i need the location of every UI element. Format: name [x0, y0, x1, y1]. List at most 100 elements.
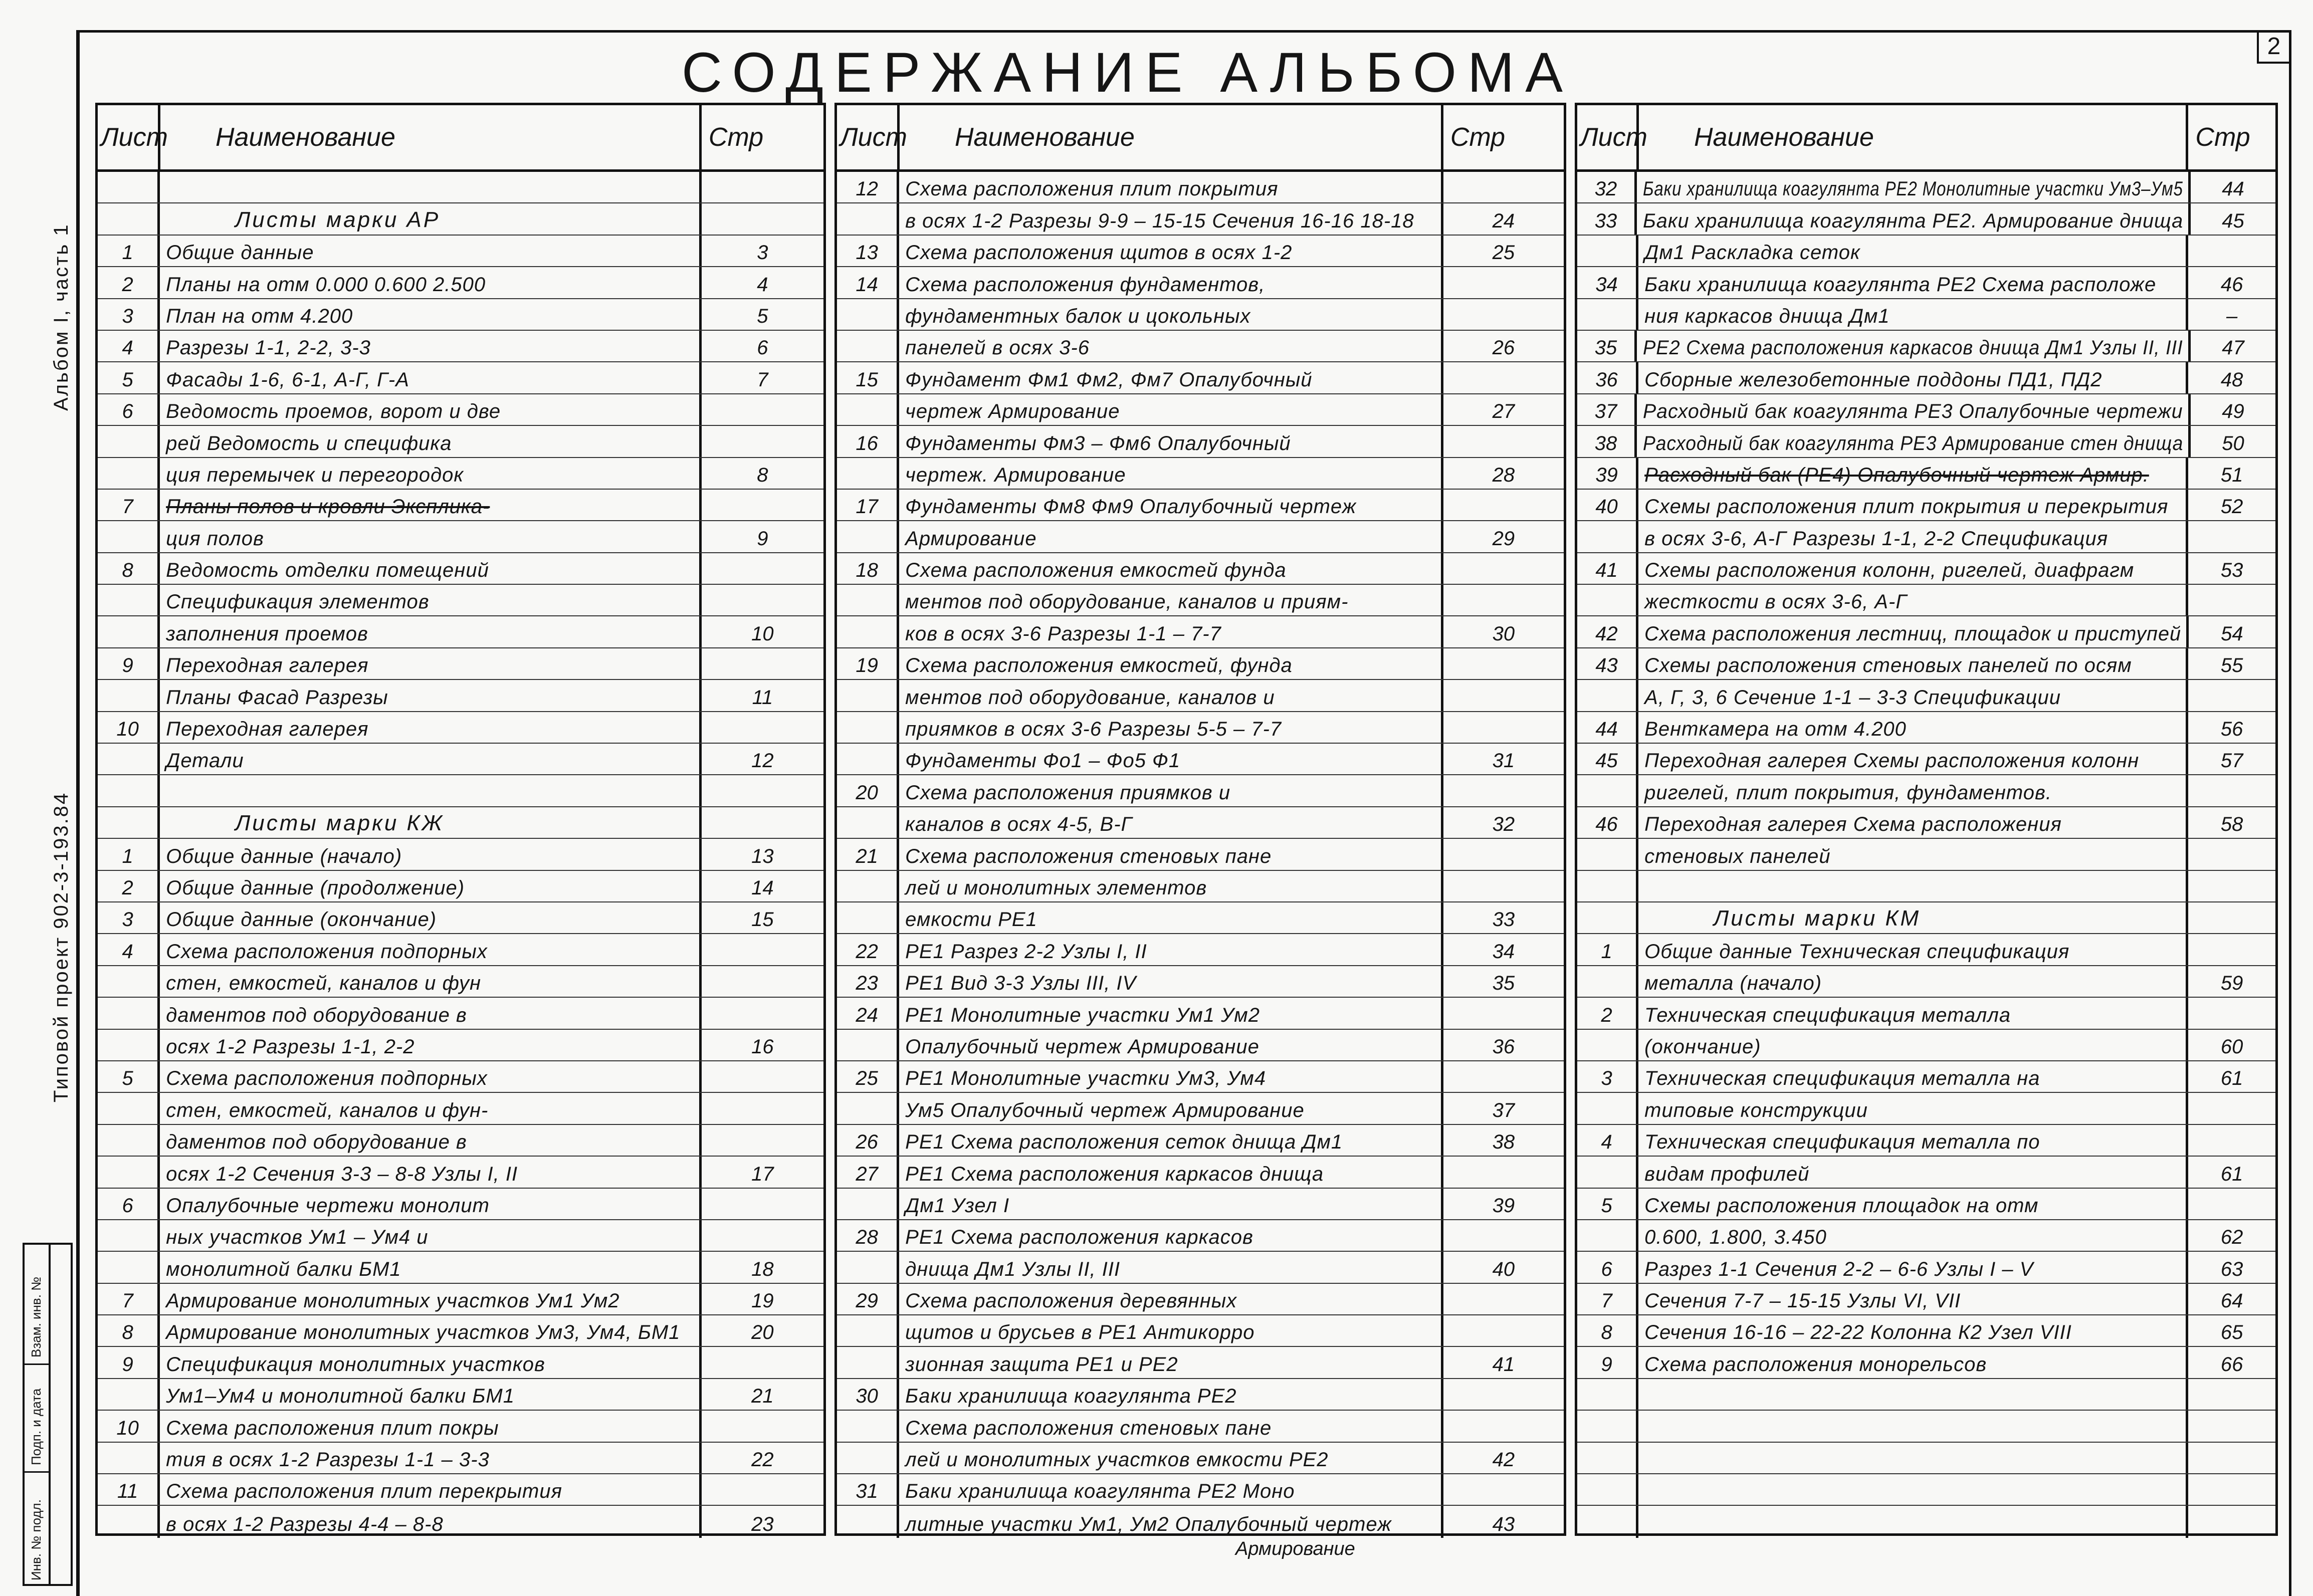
sheet-name-cell: Переходная галерея [160, 648, 702, 679]
table-row: литные участки Ум1, Ум2 Опалубочный черт… [837, 1506, 1564, 1538]
sheet-name-cell: Общие данные (продолжение) [160, 870, 702, 901]
sheet-name: Схема расположения плит перекрытия [166, 1480, 562, 1503]
table-row: Опалубочный чертеж Армирование 36 [837, 1029, 1564, 1061]
sheet-name: в осях 1-2 Разрезы 9-9 – 15-15 Сечения 1… [905, 209, 1414, 232]
sheet-number [837, 1029, 900, 1060]
table-row: 4 Схема расположения подпорных [98, 934, 823, 966]
table-row: А, Г, 3, 6 Сечение 1-1 – 3-3 Спецификаци… [1577, 680, 2275, 712]
page-number [1443, 362, 1564, 393]
page-number [1443, 1411, 1564, 1441]
stamp-label: Подп. и дата [29, 1388, 44, 1465]
sheet-number [98, 1029, 160, 1060]
sheet-number [98, 521, 160, 552]
sheet-name-cell: видам профилей [1638, 1157, 2189, 1188]
column-header-page: Стр [2195, 123, 2250, 152]
sheet-number: 9 [1577, 1347, 1639, 1378]
page-number: 28 [1492, 464, 1515, 486]
sheet-number: 40 [1577, 489, 1639, 521]
table-header: Лист Наименование Стр [1577, 105, 2275, 172]
sheet-name: осях 1-2 Сечения 3-3 – 8-8 Узлы I, II [166, 1163, 518, 1185]
column-header-sheet: Лист [837, 105, 907, 169]
sheet-name-cell: литные участки Ум1, Ум2 Опалубочный черт… [899, 1506, 1443, 1538]
sheet-name-cell: каналов в осях 4-5, В-Г [899, 807, 1443, 838]
sheet-name: Схемы расположения стеновых панелей по о… [1644, 654, 2132, 677]
page-number: 34 [1492, 940, 1515, 963]
sheet-number: 43 [1577, 648, 1639, 679]
page-number: 5 [757, 305, 768, 327]
sheet-number [98, 1379, 160, 1410]
sheet-number [1577, 839, 1639, 870]
sheet-number [98, 616, 160, 647]
table-row: 30 Баки хранилища коагулянта РЕ2 [837, 1379, 1564, 1411]
table-row: ных участков Ум1 – Ум4 и [98, 1220, 823, 1252]
sheet-number: 31 [837, 1474, 900, 1505]
sheet-number [98, 775, 160, 806]
page-number: 13 [751, 845, 774, 867]
sheet-name: Разрез 1-1 Сечения 2-2 – 6-6 Узлы I – V [1644, 1258, 2034, 1280]
table-row: стеновых панелей [1577, 839, 2275, 871]
sheet-number: 38 [1577, 426, 1637, 457]
table-row: 4 Разрезы 1-1, 2-2, 3-3 6 [98, 330, 823, 363]
table-row: 9 Спецификация монолитных участков [98, 1347, 823, 1379]
sheet-name-cell: Армирование монолитных участков Ум1 Ум2 [160, 1283, 702, 1315]
table-row: 10 Переходная галерея [98, 712, 823, 744]
sheet-name: Ведомость отделки помещений [166, 559, 489, 582]
sheet-name-cell [1638, 1379, 2189, 1410]
page-number: 55 [2220, 654, 2243, 677]
sheet-name: Ум5 Опалубочный чертеж Армирование [905, 1099, 1305, 1121]
sheet-name: Листы марки КМ [1714, 906, 1921, 931]
table-row: Ум1–Ум4 и монолитной балки БМ1 21 [98, 1379, 823, 1411]
sheet-name: Схема расположения приямков и [905, 781, 1231, 804]
sheet-name-cell: Схема расположения плит покры [160, 1411, 702, 1442]
sheet-name: осях 1-2 Разрезы 1-1, 2-2 [166, 1035, 415, 1058]
table-row: 31 Баки хранилища коагулянта РЕ2 Моно [837, 1474, 1564, 1506]
page-number: 41 [1492, 1353, 1515, 1376]
stamp-cell: Взам. инв. № [25, 1245, 49, 1365]
sheet-name-cell: Фундаменты Фо1 – Фо5 Ф1 [899, 744, 1443, 775]
sheet-name: Схема расположения щитов в осях 1-2 [905, 242, 1293, 264]
sheet-name-cell: Армирование [899, 521, 1443, 552]
sheet-number [1577, 521, 1639, 552]
table-row: щитов и брусьев в РЕ1 Антикорро [837, 1315, 1564, 1347]
table-row: 4 Техническая спецификация металла по [1577, 1124, 2275, 1157]
sheet-number: 5 [98, 362, 160, 393]
sheet-number [1577, 1379, 1639, 1410]
table-row: фундаментных балок и цокольных [837, 299, 1564, 331]
page-number [702, 1189, 823, 1219]
table-row: 5 Схемы расположения площадок на отм [1577, 1188, 2275, 1220]
sheet-name-cell: 0.600, 1.800, 3.450 [1638, 1220, 2189, 1251]
sheet-name: ция перемычек и перегородок [166, 464, 464, 486]
sheet-name: Листы марки КЖ [235, 811, 444, 836]
sheet-number: 7 [98, 1283, 160, 1315]
page-number [2188, 236, 2275, 266]
sheet-number [837, 1411, 900, 1442]
column-header-sheet: Лист [1577, 105, 1647, 169]
table-row: рей Ведомость и спецификa [98, 426, 823, 458]
table-row: Армирование 29 [837, 521, 1564, 553]
sheet-name: металла (начало) [1644, 972, 1822, 995]
page-number: 15 [751, 908, 774, 931]
sheet-name-cell: Общие данные (окончание) [160, 902, 702, 934]
table-row: каналов в осях 4-5, В-Г 32 [837, 807, 1564, 839]
sheet-name-cell: в осях 1-2 Разрезы 9-9 – 15-15 Сечения 1… [899, 203, 1443, 235]
sheet-name-cell: Листы марки КЖ [160, 807, 702, 838]
table-row: 13 Схема расположения щитов в осях 1-2 25 [837, 235, 1564, 268]
page-number: 6 [757, 337, 768, 359]
sheet-name-cell: ков в осях 3-6 Разрезы 1-1 – 7-7 [899, 616, 1443, 647]
sheet-name-cell: Схемы расположения колонн, ригелей, диаф… [1638, 553, 2189, 584]
sheet-name: Общие данные (продолжение) [166, 876, 465, 899]
sheet-number [837, 203, 900, 235]
table-row [1577, 870, 2275, 902]
page-number [702, 807, 823, 838]
page-number [1443, 1474, 1564, 1505]
sheet-name-cell: Детали [160, 744, 702, 775]
sheet-number: 42 [1577, 616, 1638, 647]
sheet-name-cell: Схема расположения приямков и [899, 775, 1443, 806]
table-row: 10 Схема расположения плит покры [98, 1411, 823, 1443]
column-header-page: Стр [1450, 123, 1506, 152]
sheet-name: даментов под оборудование в [166, 1004, 467, 1026]
table-row: в осях 1-2 Разрезы 4-4 – 8-8 23 [98, 1506, 823, 1538]
table-row: (окончание) 60 [1577, 1029, 2275, 1061]
sheet-name-cell: Расходный бак коагулянта РЕ3 Армирование… [1637, 426, 2191, 457]
sheet-number: 10 [98, 1411, 160, 1442]
